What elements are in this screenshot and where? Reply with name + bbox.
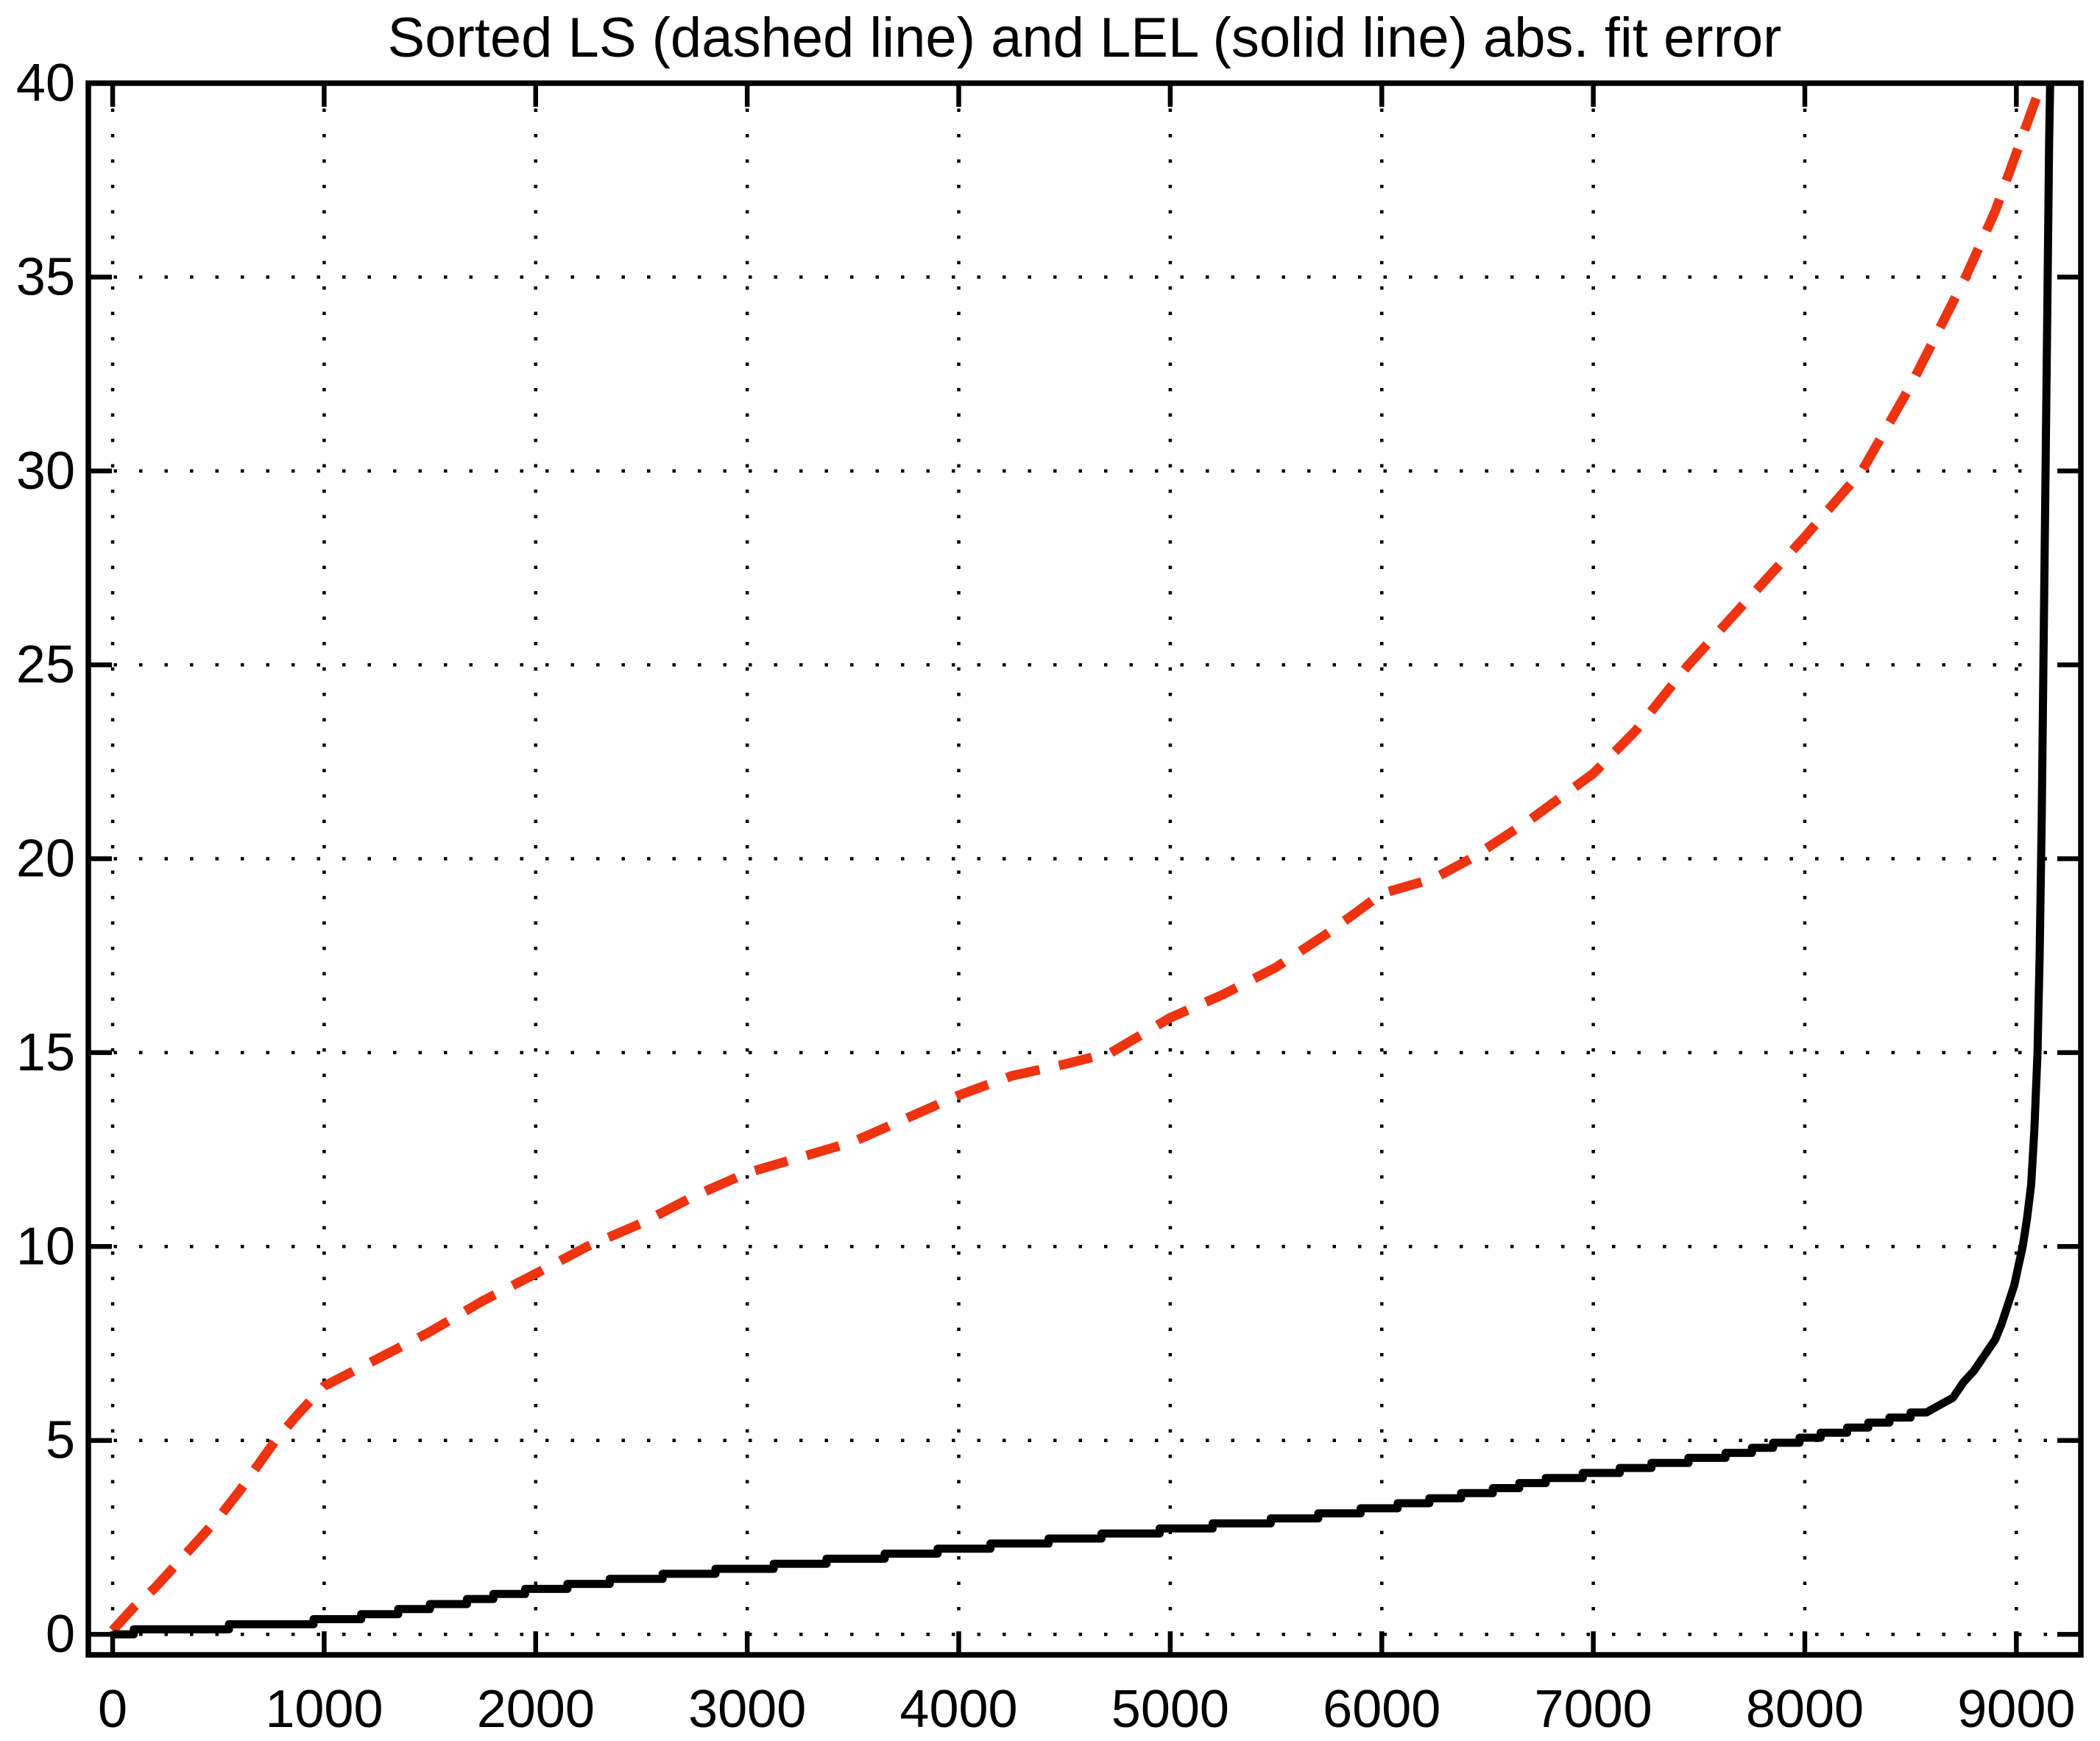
y-axis-tick-label: 5 — [46, 1411, 75, 1470]
x-axis-tick-label: 2000 — [477, 1680, 595, 1739]
x-axis-tick-label: 3000 — [688, 1680, 806, 1739]
x-axis-tick-label: 8000 — [1746, 1680, 1864, 1739]
y-axis-tick-label: 30 — [16, 442, 75, 501]
y-axis-tick-label: 20 — [16, 830, 75, 889]
axes-box — [85, 80, 2084, 1658]
x-axis-tick-label: 0 — [98, 1680, 127, 1739]
chart-title: Sorted LS (dashed line) and LEL (solid l… — [387, 7, 1782, 69]
y-axis-tick-label: 0 — [46, 1605, 75, 1664]
x-axis-tick-label: 5000 — [1111, 1680, 1229, 1739]
y-axis-tick-label: 35 — [16, 247, 75, 306]
y-axis-tick-label: 25 — [16, 635, 75, 694]
y-axis-tick-label: 40 — [16, 54, 75, 113]
x-axis-tick-label: 7000 — [1535, 1680, 1652, 1739]
x-axis-tick-label: 4000 — [899, 1680, 1017, 1739]
x-axis-tick-label: 1000 — [265, 1680, 383, 1739]
x-axis-tick-label: 9000 — [1957, 1680, 2075, 1739]
y-axis-tick-label: 10 — [16, 1217, 75, 1276]
ls-dashed-line — [109, 81, 2046, 1634]
y-axis-tick-label: 15 — [16, 1023, 75, 1082]
x-axis-tick-label: 6000 — [1323, 1680, 1440, 1739]
lel-solid-line — [113, 82, 2054, 1639]
